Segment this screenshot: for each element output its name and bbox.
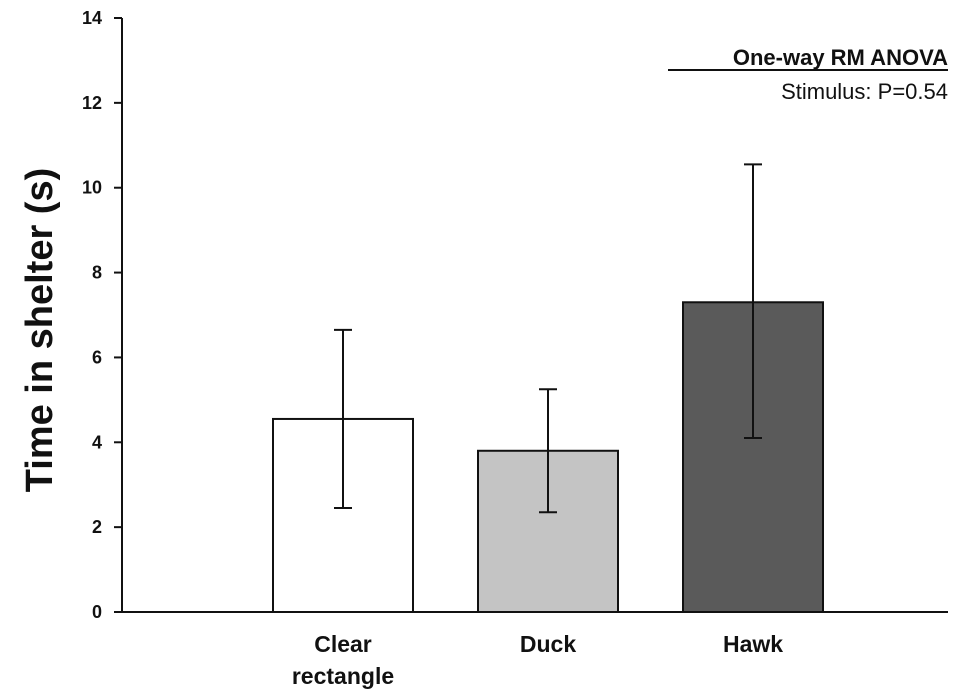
x-category-label: Clear <box>314 631 372 657</box>
y-tick-label: 14 <box>82 8 102 28</box>
plot-area: 0 2 4 6 8 10 12 14 Clear rectangle Duck Hawk <box>82 8 948 689</box>
x-category-label: rectangle <box>292 663 394 689</box>
annotation-title: One-way RM ANOVA <box>733 45 948 70</box>
y-tick-label: 8 <box>92 263 102 283</box>
y-tick-label: 2 <box>92 517 102 537</box>
y-tick-label: 12 <box>82 93 102 113</box>
y-axis-label: Time in shelter (s) <box>19 168 61 493</box>
x-category-label: Duck <box>520 631 576 657</box>
bar <box>682 301 824 613</box>
y-tick-label: 6 <box>92 347 102 367</box>
annotation-text: Stimulus: P=0.54 <box>781 79 948 104</box>
y-tick-label: 0 <box>92 602 102 622</box>
y-tick-label: 4 <box>92 432 102 452</box>
x-category-label: Hawk <box>723 631 783 657</box>
y-tick-label: 10 <box>82 178 102 198</box>
